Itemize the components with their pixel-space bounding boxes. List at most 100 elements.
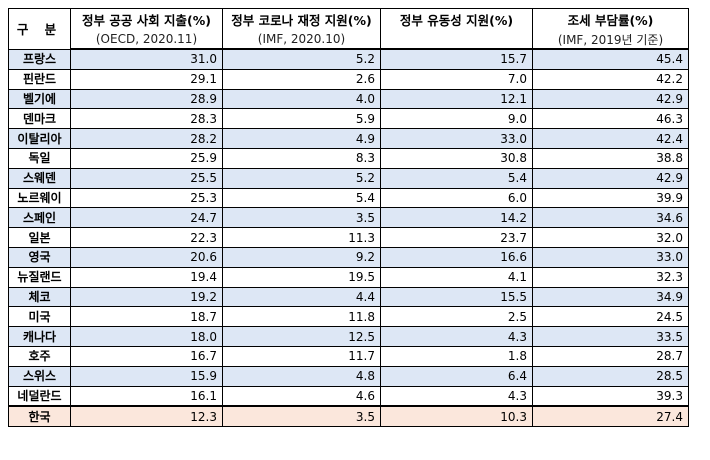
country-name-cell: 덴마크 [8, 108, 71, 130]
table-row: 한국 12.3 3.5 10.3 27.4 [8, 405, 689, 428]
table-row: 이탈리아 28.2 4.9 33.0 42.4 [8, 128, 689, 149]
liquidity-support-cell: 9.0 [380, 108, 533, 130]
social-spending-cell: 12.3 [70, 405, 223, 428]
table-row: 뉴질랜드 19.4 19.5 4.1 32.3 [8, 266, 689, 288]
liquidity-support-cell: 16.6 [380, 246, 533, 268]
tax-burden-cell: 28.5 [532, 365, 689, 387]
table-row: 노르웨이 25.3 5.4 6.0 39.9 [8, 187, 689, 209]
country-name-cell: 호주 [8, 345, 71, 367]
table-body: 프랑스 31.0 5.2 15.7 45.4 핀란드 29.1 2.6 7.0 42.2 벨기에 28… [8, 48, 689, 428]
table-row: 덴마크 28.3 5.9 9.0 46.3 [8, 108, 689, 130]
table-row: 벨기에 28.9 4.0 12.1 42.9 [8, 88, 689, 110]
country-name-cell: 노르웨이 [8, 187, 71, 209]
covid-fiscal-support-cell: 5.9 [222, 108, 381, 130]
covid-fiscal-support-cell: 11.7 [222, 345, 381, 367]
tax-burden-cell: 34.6 [532, 207, 689, 229]
column-source-tax-burden: (IMF, 2019년 기준) [532, 30, 689, 50]
table-row: 캐나다 18.0 12.5 4.3 33.5 [8, 326, 689, 347]
social-spending-cell: 28.9 [70, 88, 223, 110]
liquidity-support-cell: 23.7 [380, 227, 533, 248]
covid-fiscal-support-cell: 12.5 [222, 326, 381, 347]
covid-fiscal-support-cell: 5.2 [222, 167, 381, 189]
tax-burden-cell: 42.4 [532, 128, 689, 149]
covid-fiscal-support-cell: 9.2 [222, 246, 381, 268]
liquidity-support-cell: 6.0 [380, 187, 533, 209]
tax-burden-cell: 39.3 [532, 385, 689, 407]
covid-fiscal-support-cell: 11.3 [222, 227, 381, 248]
column-header-liquidity-support: 정부 유동성 지원(%) [380, 8, 533, 30]
social-spending-cell: 16.1 [70, 385, 223, 407]
social-spending-cell: 24.7 [70, 207, 223, 229]
covid-fiscal-support-cell: 8.3 [222, 147, 381, 169]
table-row: 독일 25.9 8.3 30.8 38.8 [8, 147, 689, 169]
country-name-cell: 뉴질랜드 [8, 266, 71, 288]
social-spending-cell: 22.3 [70, 227, 223, 248]
country-name-cell: 이탈리아 [8, 128, 71, 149]
table-row: 스위스 15.9 4.8 6.4 28.5 [8, 365, 689, 387]
liquidity-support-cell: 4.3 [380, 385, 533, 407]
liquidity-support-cell: 5.4 [380, 167, 533, 189]
covid-fiscal-support-cell: 11.8 [222, 306, 381, 328]
liquidity-support-cell: 15.5 [380, 286, 533, 308]
column-header-covid-fiscal-support: 정부 코로나 재정 지원(%) [222, 8, 381, 30]
column-source-social-spending: (OECD, 2020.11) [70, 30, 223, 50]
column-header-social-spending: 정부 공공 사회 지출(%) [70, 8, 223, 30]
table-row: 영국 20.6 9.2 16.6 33.0 [8, 246, 689, 268]
covid-fiscal-support-cell: 4.8 [222, 365, 381, 387]
tax-burden-cell: 34.9 [532, 286, 689, 308]
fiscal-comparison-table: 구 분 정부 공공 사회 지출(%) 정부 코로나 재정 지원(%) 정부 유동… [8, 8, 689, 428]
tax-burden-cell: 27.4 [532, 405, 689, 428]
country-name-cell: 스페인 [8, 207, 71, 229]
tax-burden-cell: 42.9 [532, 167, 689, 189]
liquidity-support-cell: 4.1 [380, 266, 533, 288]
covid-fiscal-support-cell: 4.6 [222, 385, 381, 407]
tax-burden-cell: 33.0 [532, 246, 689, 268]
country-name-cell: 벨기에 [8, 88, 71, 110]
liquidity-support-cell: 2.5 [380, 306, 533, 328]
tax-burden-cell: 32.3 [532, 266, 689, 288]
social-spending-cell: 19.2 [70, 286, 223, 308]
covid-fiscal-support-cell: 4.4 [222, 286, 381, 308]
country-name-cell: 일본 [8, 227, 71, 248]
tax-burden-cell: 38.8 [532, 147, 689, 169]
column-source-liquidity-support [380, 30, 533, 50]
covid-fiscal-support-cell: 5.4 [222, 187, 381, 209]
covid-fiscal-support-cell: 2.6 [222, 68, 381, 90]
covid-fiscal-support-cell: 5.2 [222, 48, 381, 70]
social-spending-cell: 25.3 [70, 187, 223, 209]
covid-fiscal-support-cell: 4.0 [222, 88, 381, 110]
tax-burden-cell: 33.5 [532, 326, 689, 347]
liquidity-support-cell: 7.0 [380, 68, 533, 90]
social-spending-cell: 28.2 [70, 128, 223, 149]
social-spending-cell: 29.1 [70, 68, 223, 90]
social-spending-cell: 25.9 [70, 147, 223, 169]
table-row: 체코 19.2 4.4 15.5 34.9 [8, 286, 689, 308]
country-name-cell: 캐나다 [8, 326, 71, 347]
table-row: 프랑스 31.0 5.2 15.7 45.4 [8, 48, 689, 70]
covid-fiscal-support-cell: 3.5 [222, 405, 381, 428]
table-row: 스웨덴 25.5 5.2 5.4 42.9 [8, 167, 689, 189]
social-spending-cell: 31.0 [70, 48, 223, 70]
liquidity-support-cell: 15.7 [380, 48, 533, 70]
country-name-cell: 한국 [8, 405, 71, 428]
liquidity-support-cell: 1.8 [380, 345, 533, 367]
country-name-cell: 미국 [8, 306, 71, 328]
social-spending-cell: 16.7 [70, 345, 223, 367]
covid-fiscal-support-cell: 19.5 [222, 266, 381, 288]
tax-burden-cell: 24.5 [532, 306, 689, 328]
social-spending-cell: 20.6 [70, 246, 223, 268]
social-spending-cell: 19.4 [70, 266, 223, 288]
table-header: 구 분 정부 공공 사회 지출(%) 정부 코로나 재정 지원(%) 정부 유동… [8, 8, 689, 50]
tax-burden-cell: 42.2 [532, 68, 689, 90]
table-row: 핀란드 29.1 2.6 7.0 42.2 [8, 68, 689, 90]
tax-burden-cell: 39.9 [532, 187, 689, 209]
liquidity-support-cell: 14.2 [380, 207, 533, 229]
covid-fiscal-support-cell: 4.9 [222, 128, 381, 149]
table-row: 스페인 24.7 3.5 14.2 34.6 [8, 207, 689, 229]
liquidity-support-cell: 30.8 [380, 147, 533, 169]
column-source-covid-fiscal-support: (IMF, 2020.10) [222, 30, 381, 50]
social-spending-cell: 18.7 [70, 306, 223, 328]
tax-burden-cell: 42.9 [532, 88, 689, 110]
table-row: 일본 22.3 11.3 23.7 32.0 [8, 227, 689, 248]
social-spending-cell: 15.9 [70, 365, 223, 387]
